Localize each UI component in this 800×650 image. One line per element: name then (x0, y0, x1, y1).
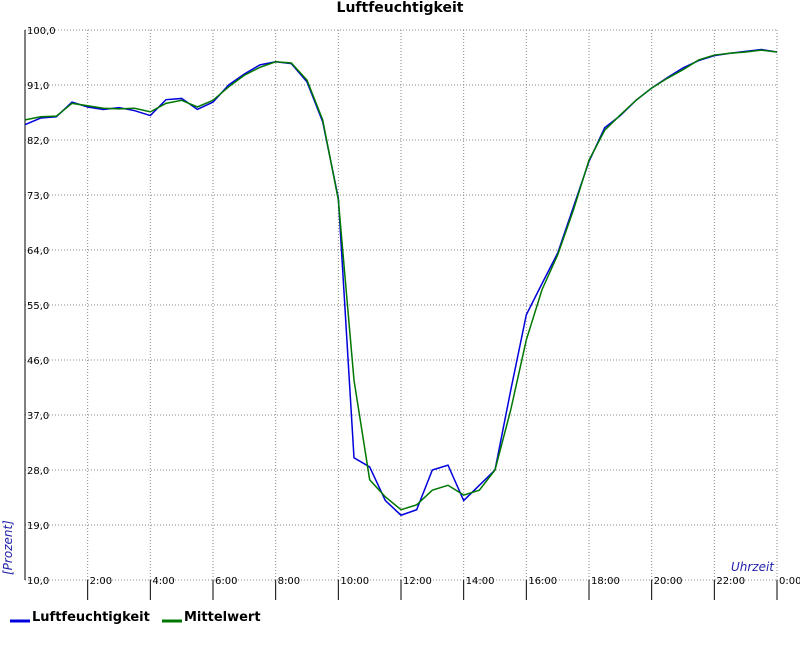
x-tick-label: 0:00 (779, 576, 800, 587)
x-tick-label: 2:00 (90, 576, 112, 587)
series-line (24, 49, 778, 511)
x-tick-label: 10:00 (340, 576, 369, 587)
x-tick-label: 12:00 (403, 576, 432, 587)
x-tick-label: 16:00 (528, 576, 557, 587)
legend-label: Luftfeuchtigkeit (32, 610, 150, 625)
y-tick-label: 19,0 (27, 521, 49, 532)
y-tick-label: 73,0 (27, 191, 49, 202)
x-axis-label: Uhrzeit (731, 560, 775, 574)
x-tick-label: 8:00 (278, 576, 300, 587)
x-tick-label: 22:00 (716, 576, 745, 587)
y-tick-label: 37,0 (27, 411, 49, 422)
x-tick-label: 4:00 (152, 576, 174, 587)
y-tick-label: 100,0 (27, 26, 56, 37)
y-tick-label: 46,0 (27, 356, 49, 367)
y-axis-label: [Prozent] (1, 520, 15, 575)
x-tick-label: 6:00 (215, 576, 237, 587)
y-tick-label: 91,0 (27, 81, 49, 92)
y-tick-label: 55,0 (27, 301, 49, 312)
y-tick-label: 10,0 (27, 576, 49, 587)
y-tick-label: 82,0 (27, 136, 49, 147)
y-tick-label: 28,0 (27, 466, 49, 477)
x-tick-label: 14:00 (466, 576, 495, 587)
legend-label: Mittelwert (184, 610, 261, 625)
x-tick-label: 20:00 (654, 576, 683, 587)
x-tick-label: 18:00 (591, 576, 620, 587)
chart-title: Luftfeuchtigkeit (337, 0, 464, 16)
y-tick-label: 64,0 (27, 246, 49, 257)
